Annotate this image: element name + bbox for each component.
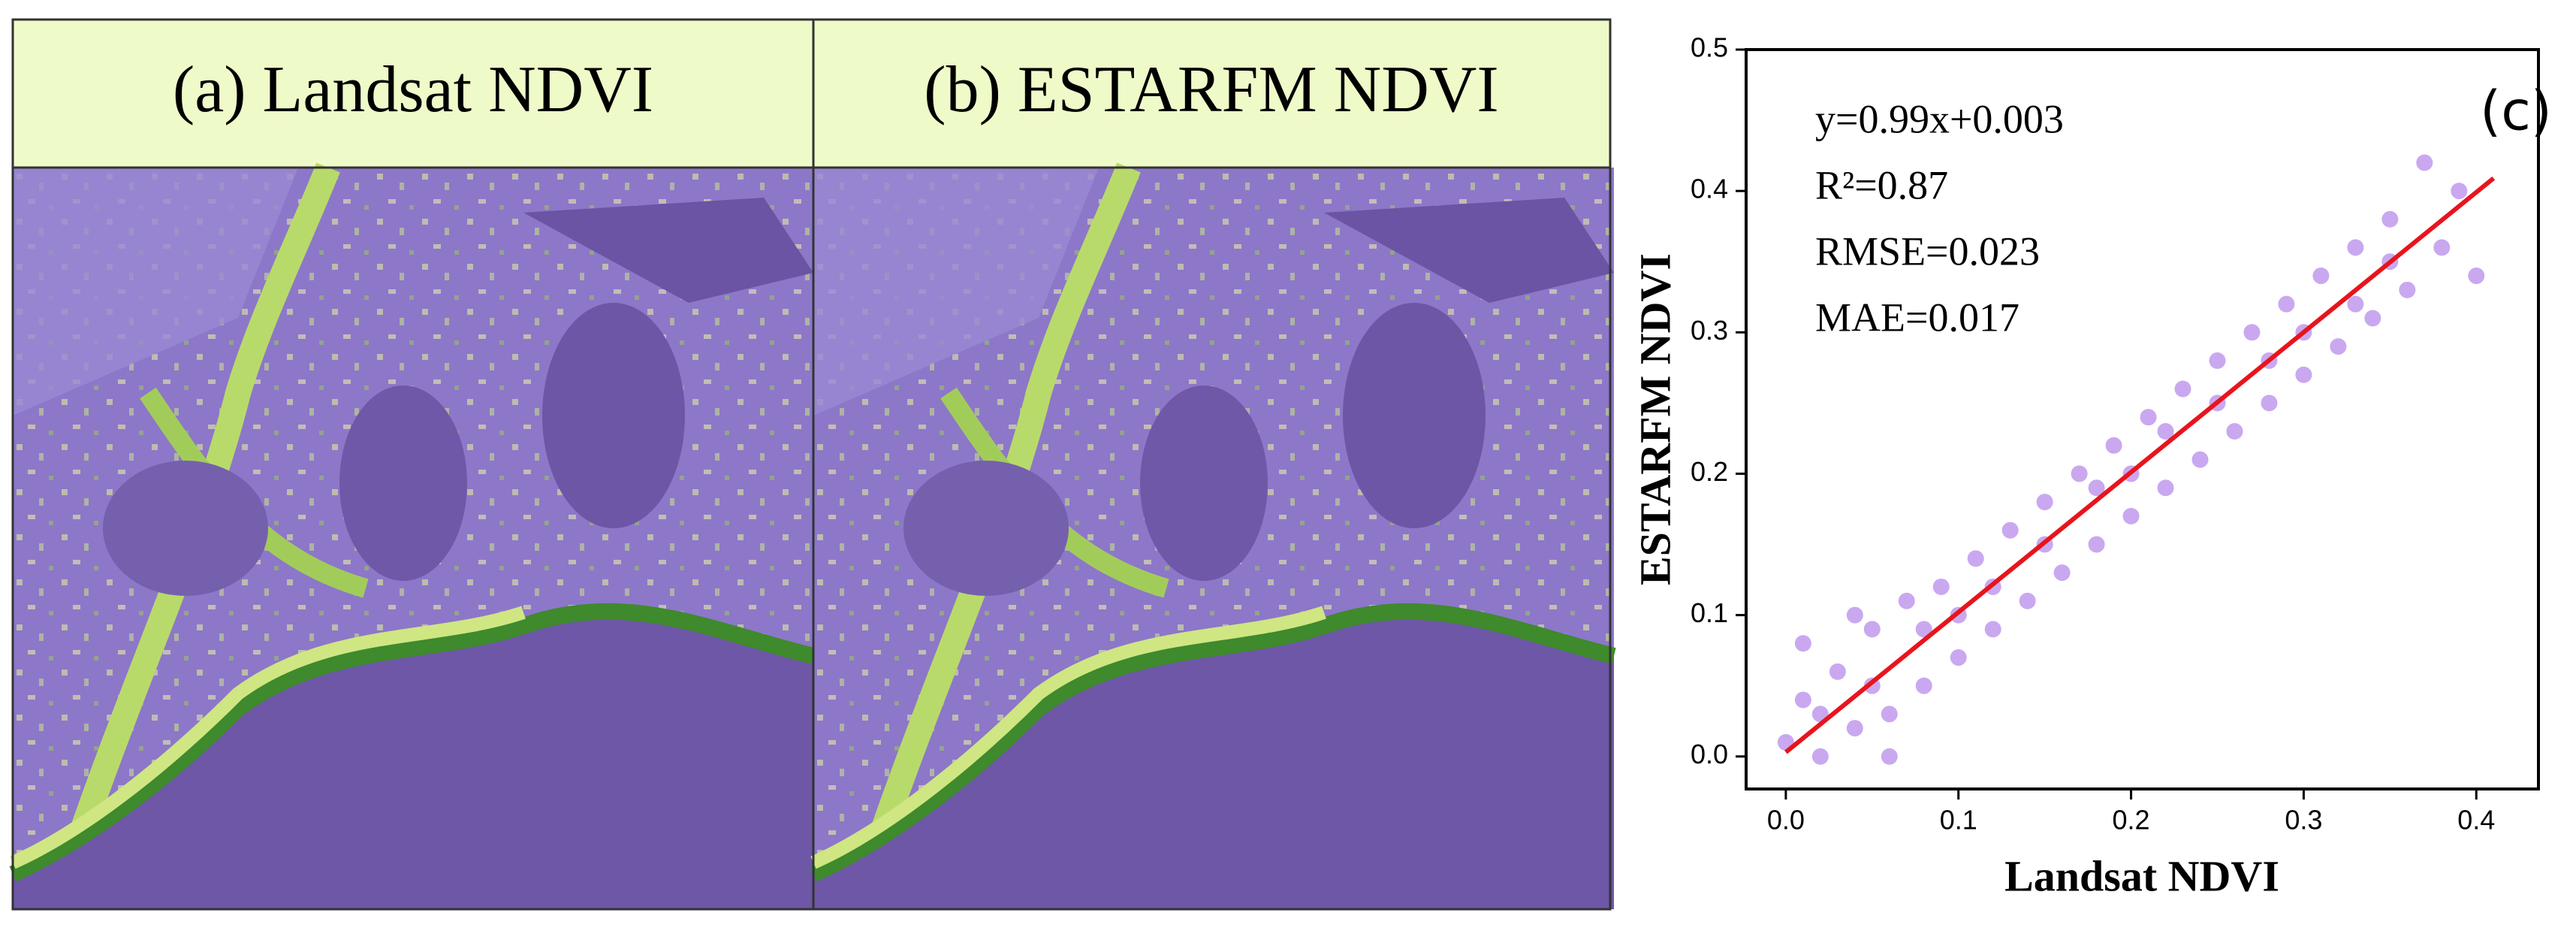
point: [1932, 578, 1950, 595]
point: [1811, 748, 1829, 765]
point: [2433, 239, 2451, 256]
point: [2295, 366, 2312, 383]
point: [2243, 324, 2261, 341]
point: [1898, 592, 1915, 609]
panel-label: (c): [2480, 80, 2552, 143]
annotation: y=0.99x+0.003: [1815, 96, 2064, 141]
point: [2330, 338, 2347, 355]
point: [2399, 281, 2416, 298]
map-border: [812, 166, 1612, 911]
point: [1984, 621, 2001, 638]
point: [1829, 663, 1846, 680]
y-tick-label: 0.4: [1691, 174, 1728, 204]
title-band: [812, 18, 1612, 169]
y-axis-label: ESTARFM NDVI: [1630, 253, 1679, 585]
map-image: [813, 168, 1614, 909]
annotation: RMSE=0.023: [1815, 228, 2040, 274]
y-tick-label: 0.0: [1691, 739, 1728, 769]
point: [2347, 295, 2364, 313]
point: [2312, 268, 2330, 285]
x-axis-label: Landsat NDVI: [2004, 851, 2279, 900]
point: [2261, 394, 2278, 412]
point: [1950, 649, 1967, 667]
point: [2019, 592, 2036, 609]
point: [1967, 550, 1984, 567]
point: [2157, 479, 2174, 497]
x-tick-label: 0.3: [2285, 805, 2322, 836]
point: [1915, 621, 1932, 638]
point: [1846, 606, 1863, 624]
point: [2451, 183, 2468, 200]
x-tick-label: 0.2: [2113, 805, 2150, 836]
point: [2122, 507, 2140, 524]
point: [1846, 720, 1863, 737]
point: [2053, 564, 2071, 582]
panel-title: (b) ESTARFM NDVI: [924, 53, 1498, 126]
point: [2209, 352, 2226, 369]
point: [1915, 677, 1932, 694]
fit-line: [1784, 176, 2496, 754]
y-tick-label: 0.2: [1691, 456, 1728, 487]
point: [2416, 154, 2433, 171]
panel-title: (a) Landsat NDVI: [173, 53, 653, 126]
map-image: [13, 168, 813, 909]
point: [2191, 451, 2209, 468]
point: [2157, 422, 2174, 440]
scatter-plot: 0.0 0.1 0.2 0.3 0.4 0.0 0.1 0.2 0.3 0.4 0.5 y=0.99x…: [1691, 32, 2540, 836]
point: [2347, 239, 2364, 256]
title-band: [11, 18, 815, 169]
point: [1881, 706, 1898, 723]
plot-frame: [1745, 48, 2540, 790]
point: [2105, 437, 2122, 454]
point: [2381, 210, 2399, 228]
point: [2071, 465, 2088, 482]
y-tick-label: 0.5: [1691, 32, 1728, 63]
x-tick-label: 0.0: [1767, 805, 1805, 836]
point: [1794, 691, 1811, 709]
point: [2468, 268, 2485, 285]
annotation: MAE=0.017: [1815, 295, 2019, 340]
point: [2364, 310, 2381, 327]
point: [2001, 521, 2019, 539]
point: [2140, 409, 2157, 426]
y-tick-label: 0.3: [1691, 315, 1728, 346]
x-tick-label: 0.4: [2457, 805, 2495, 836]
point: [2278, 295, 2295, 313]
y-tick-label: 0.1: [1691, 597, 1728, 628]
point: [2226, 422, 2243, 440]
point: [2174, 380, 2191, 397]
x-tick-label: 0.1: [1940, 805, 1977, 836]
point: [2088, 479, 2105, 497]
point: [2088, 536, 2105, 553]
point: [2036, 494, 2053, 511]
point: [1794, 635, 1811, 652]
annotation: R²=0.87: [1815, 162, 1948, 207]
point: [1881, 748, 1898, 765]
panel-b: (b) ESTARFM NDVI: [812, 18, 1614, 911]
point: [1863, 621, 1881, 638]
panel-a: (a) Landsat NDVI: [11, 18, 815, 909]
